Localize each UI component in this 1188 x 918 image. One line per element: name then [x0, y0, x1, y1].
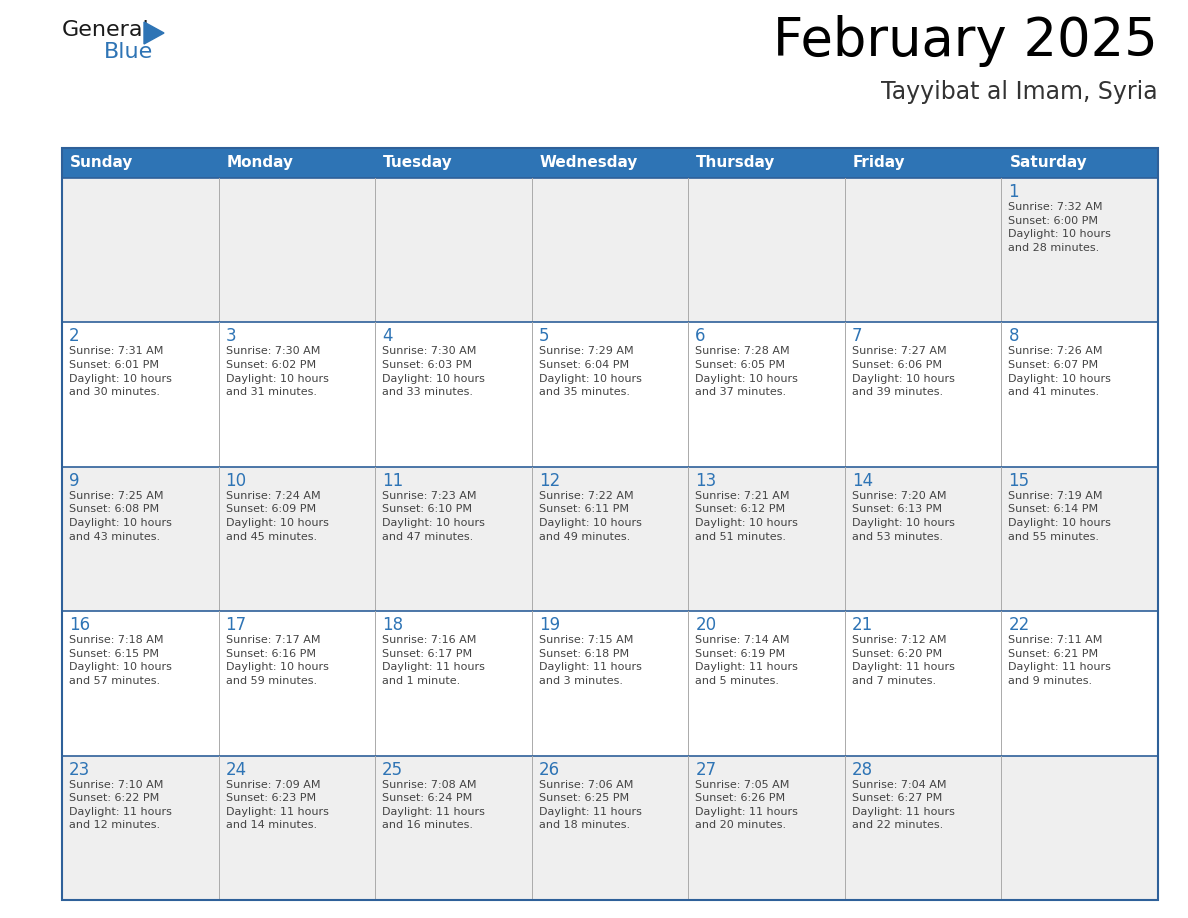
Text: Wednesday: Wednesday	[539, 155, 638, 171]
Bar	[62, 148, 1158, 900]
Text: 28: 28	[852, 761, 873, 778]
Text: Sunrise: 7:29 AM
Sunset: 6:04 PM
Daylight: 10 hours
and 35 minutes.: Sunrise: 7:29 AM Sunset: 6:04 PM Dayligh…	[538, 346, 642, 397]
Text: Sunrise: 7:06 AM
Sunset: 6:25 PM
Daylight: 11 hours
and 18 minutes.: Sunrise: 7:06 AM Sunset: 6:25 PM Dayligh…	[538, 779, 642, 831]
Bar	[62, 148, 1158, 178]
Text: 14: 14	[852, 472, 873, 490]
Text: Sunrise: 7:17 AM
Sunset: 6:16 PM
Daylight: 10 hours
and 59 minutes.: Sunrise: 7:17 AM Sunset: 6:16 PM Dayligh…	[226, 635, 328, 686]
Text: 15: 15	[1009, 472, 1030, 490]
Bar	[62, 178, 1158, 322]
Text: 22: 22	[1009, 616, 1030, 634]
Text: Sunrise: 7:31 AM
Sunset: 6:01 PM
Daylight: 10 hours
and 30 minutes.: Sunrise: 7:31 AM Sunset: 6:01 PM Dayligh…	[69, 346, 172, 397]
Text: Sunrise: 7:18 AM
Sunset: 6:15 PM
Daylight: 10 hours
and 57 minutes.: Sunrise: 7:18 AM Sunset: 6:15 PM Dayligh…	[69, 635, 172, 686]
Text: Tayyibat al Imam, Syria: Tayyibat al Imam, Syria	[881, 80, 1158, 104]
Text: 10: 10	[226, 472, 247, 490]
Text: Sunrise: 7:20 AM
Sunset: 6:13 PM
Daylight: 10 hours
and 53 minutes.: Sunrise: 7:20 AM Sunset: 6:13 PM Dayligh…	[852, 491, 955, 542]
Text: Friday: Friday	[853, 155, 905, 171]
Text: Sunrise: 7:30 AM
Sunset: 6:03 PM
Daylight: 10 hours
and 33 minutes.: Sunrise: 7:30 AM Sunset: 6:03 PM Dayligh…	[383, 346, 485, 397]
Text: Tuesday: Tuesday	[384, 155, 453, 171]
Text: 4: 4	[383, 328, 393, 345]
Text: 8: 8	[1009, 328, 1019, 345]
Text: 18: 18	[383, 616, 403, 634]
Text: 13: 13	[695, 472, 716, 490]
Text: Sunrise: 7:26 AM
Sunset: 6:07 PM
Daylight: 10 hours
and 41 minutes.: Sunrise: 7:26 AM Sunset: 6:07 PM Dayligh…	[1009, 346, 1111, 397]
Text: 23: 23	[69, 761, 90, 778]
Text: Sunrise: 7:23 AM
Sunset: 6:10 PM
Daylight: 10 hours
and 47 minutes.: Sunrise: 7:23 AM Sunset: 6:10 PM Dayligh…	[383, 491, 485, 542]
Text: Sunrise: 7:04 AM
Sunset: 6:27 PM
Daylight: 11 hours
and 22 minutes.: Sunrise: 7:04 AM Sunset: 6:27 PM Dayligh…	[852, 779, 955, 831]
Text: Sunrise: 7:28 AM
Sunset: 6:05 PM
Daylight: 10 hours
and 37 minutes.: Sunrise: 7:28 AM Sunset: 6:05 PM Dayligh…	[695, 346, 798, 397]
Bar	[62, 611, 1158, 756]
Polygon shape	[144, 22, 164, 44]
Text: Sunrise: 7:05 AM
Sunset: 6:26 PM
Daylight: 11 hours
and 20 minutes.: Sunrise: 7:05 AM Sunset: 6:26 PM Dayligh…	[695, 779, 798, 831]
Text: 17: 17	[226, 616, 247, 634]
Text: 24: 24	[226, 761, 247, 778]
Text: Sunrise: 7:14 AM
Sunset: 6:19 PM
Daylight: 11 hours
and 5 minutes.: Sunrise: 7:14 AM Sunset: 6:19 PM Dayligh…	[695, 635, 798, 686]
Text: 1: 1	[1009, 183, 1019, 201]
Text: Sunrise: 7:32 AM
Sunset: 6:00 PM
Daylight: 10 hours
and 28 minutes.: Sunrise: 7:32 AM Sunset: 6:00 PM Dayligh…	[1009, 202, 1111, 252]
Text: Sunrise: 7:09 AM
Sunset: 6:23 PM
Daylight: 11 hours
and 14 minutes.: Sunrise: 7:09 AM Sunset: 6:23 PM Dayligh…	[226, 779, 328, 831]
Text: Sunrise: 7:25 AM
Sunset: 6:08 PM
Daylight: 10 hours
and 43 minutes.: Sunrise: 7:25 AM Sunset: 6:08 PM Dayligh…	[69, 491, 172, 542]
Text: 6: 6	[695, 328, 706, 345]
Text: Saturday: Saturday	[1010, 155, 1087, 171]
Text: Sunrise: 7:15 AM
Sunset: 6:18 PM
Daylight: 11 hours
and 3 minutes.: Sunrise: 7:15 AM Sunset: 6:18 PM Dayligh…	[538, 635, 642, 686]
Text: 5: 5	[538, 328, 549, 345]
Text: Sunday: Sunday	[70, 155, 133, 171]
Text: 16: 16	[69, 616, 90, 634]
Text: Sunrise: 7:27 AM
Sunset: 6:06 PM
Daylight: 10 hours
and 39 minutes.: Sunrise: 7:27 AM Sunset: 6:06 PM Dayligh…	[852, 346, 955, 397]
Text: 12: 12	[538, 472, 560, 490]
Text: Sunrise: 7:08 AM
Sunset: 6:24 PM
Daylight: 11 hours
and 16 minutes.: Sunrise: 7:08 AM Sunset: 6:24 PM Dayligh…	[383, 779, 485, 831]
Text: Blue: Blue	[105, 42, 153, 62]
Text: Sunrise: 7:21 AM
Sunset: 6:12 PM
Daylight: 10 hours
and 51 minutes.: Sunrise: 7:21 AM Sunset: 6:12 PM Dayligh…	[695, 491, 798, 542]
Text: 2: 2	[69, 328, 80, 345]
Text: Sunrise: 7:19 AM
Sunset: 6:14 PM
Daylight: 10 hours
and 55 minutes.: Sunrise: 7:19 AM Sunset: 6:14 PM Dayligh…	[1009, 491, 1111, 542]
Text: Sunrise: 7:11 AM
Sunset: 6:21 PM
Daylight: 11 hours
and 9 minutes.: Sunrise: 7:11 AM Sunset: 6:21 PM Dayligh…	[1009, 635, 1111, 686]
Text: Sunrise: 7:12 AM
Sunset: 6:20 PM
Daylight: 11 hours
and 7 minutes.: Sunrise: 7:12 AM Sunset: 6:20 PM Dayligh…	[852, 635, 955, 686]
Text: Sunrise: 7:30 AM
Sunset: 6:02 PM
Daylight: 10 hours
and 31 minutes.: Sunrise: 7:30 AM Sunset: 6:02 PM Dayligh…	[226, 346, 328, 397]
Text: 27: 27	[695, 761, 716, 778]
Text: Sunrise: 7:10 AM
Sunset: 6:22 PM
Daylight: 11 hours
and 12 minutes.: Sunrise: 7:10 AM Sunset: 6:22 PM Dayligh…	[69, 779, 172, 831]
Bar	[62, 322, 1158, 466]
Text: Sunrise: 7:24 AM
Sunset: 6:09 PM
Daylight: 10 hours
and 45 minutes.: Sunrise: 7:24 AM Sunset: 6:09 PM Dayligh…	[226, 491, 328, 542]
Text: Thursday: Thursday	[696, 155, 776, 171]
Text: Sunrise: 7:16 AM
Sunset: 6:17 PM
Daylight: 11 hours
and 1 minute.: Sunrise: 7:16 AM Sunset: 6:17 PM Dayligh…	[383, 635, 485, 686]
Text: 26: 26	[538, 761, 560, 778]
Text: 19: 19	[538, 616, 560, 634]
Text: 21: 21	[852, 616, 873, 634]
Text: 7: 7	[852, 328, 862, 345]
Bar	[62, 466, 1158, 611]
Text: 9: 9	[69, 472, 80, 490]
Text: 3: 3	[226, 328, 236, 345]
Text: General: General	[62, 20, 150, 40]
Text: February 2025: February 2025	[773, 15, 1158, 67]
Bar	[62, 756, 1158, 900]
Text: Monday: Monday	[227, 155, 293, 171]
Text: 25: 25	[383, 761, 403, 778]
Text: 11: 11	[383, 472, 404, 490]
Text: 20: 20	[695, 616, 716, 634]
Text: Sunrise: 7:22 AM
Sunset: 6:11 PM
Daylight: 10 hours
and 49 minutes.: Sunrise: 7:22 AM Sunset: 6:11 PM Dayligh…	[538, 491, 642, 542]
